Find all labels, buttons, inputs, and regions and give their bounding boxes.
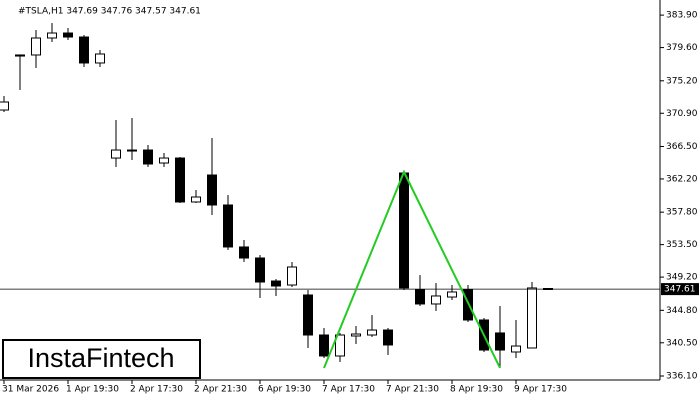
candle-body [0,101,9,111]
x-tick-label: 7 Apr 21:30 [386,385,439,395]
pattern-line [323,169,501,369]
candle-body [303,294,313,336]
x-tick-label: 2 Apr 17:30 [130,385,183,395]
logo-box [2,339,201,379]
x-tick-label: 8 Apr 19:30 [450,385,503,395]
y-tick-label: 357.80 [666,208,698,218]
chart-title: #TSLA,H1 347.69 347.76 347.57 347.61 [18,7,201,17]
x-tick-label: 7 Apr 17:30 [322,385,375,395]
y-tick-label: 379.60 [666,43,698,53]
x-tick-label: 31 Mar 2026 [2,385,59,395]
candle-body [127,149,137,152]
candle-body [383,329,393,346]
candle-body [527,287,537,349]
candle-body [399,172,409,289]
candle-body [63,32,73,38]
y-tick-label: 349.20 [666,273,698,283]
candle-body [31,37,41,56]
candle-body [47,32,57,39]
candle-body [79,36,89,64]
candle-body [447,291,457,298]
candle-body [351,333,361,337]
candle-body [511,345,521,353]
y-tick-label: 362.20 [666,174,698,184]
candle-body [223,204,233,248]
y-tick-label: 375.20 [666,76,698,86]
y-tick-label: 366.50 [666,142,698,152]
candle-body [191,196,201,203]
candle-body [255,257,265,283]
y-tick-label: 383.90 [666,11,698,21]
candle-body [143,149,153,165]
last-price-box [661,283,699,296]
candle-body [15,54,25,57]
last-price-label: 347.61 [664,285,696,295]
candle-body [319,334,329,357]
logo: InstaFintech [27,343,174,373]
candle-body [159,157,169,164]
candle-body [207,174,217,206]
y-tick-label: 344.80 [666,306,698,316]
x-tick-label: 6 Apr 19:30 [258,385,311,395]
candle-body [335,334,345,357]
candle-body [431,295,441,305]
candle-body [175,157,185,203]
candle-body [111,149,121,159]
x-tick-label: 9 Apr 17:30 [514,385,567,395]
y-tick-label: 340.50 [666,338,698,348]
candle-body [367,329,377,336]
candle-body [95,53,105,64]
candle-body [415,289,425,305]
y-tick-label: 370.90 [666,109,698,119]
candle-body [239,246,249,259]
x-tick-label: 1 Apr 19:30 [66,385,119,395]
candle-body [463,289,473,321]
y-tick-label: 353.50 [666,240,698,250]
y-tick-label: 336.10 [666,371,698,381]
x-tick-label: 2 Apr 21:30 [194,385,247,395]
candle-body [287,266,297,286]
candle-body [495,332,505,351]
candle-body [271,280,281,287]
